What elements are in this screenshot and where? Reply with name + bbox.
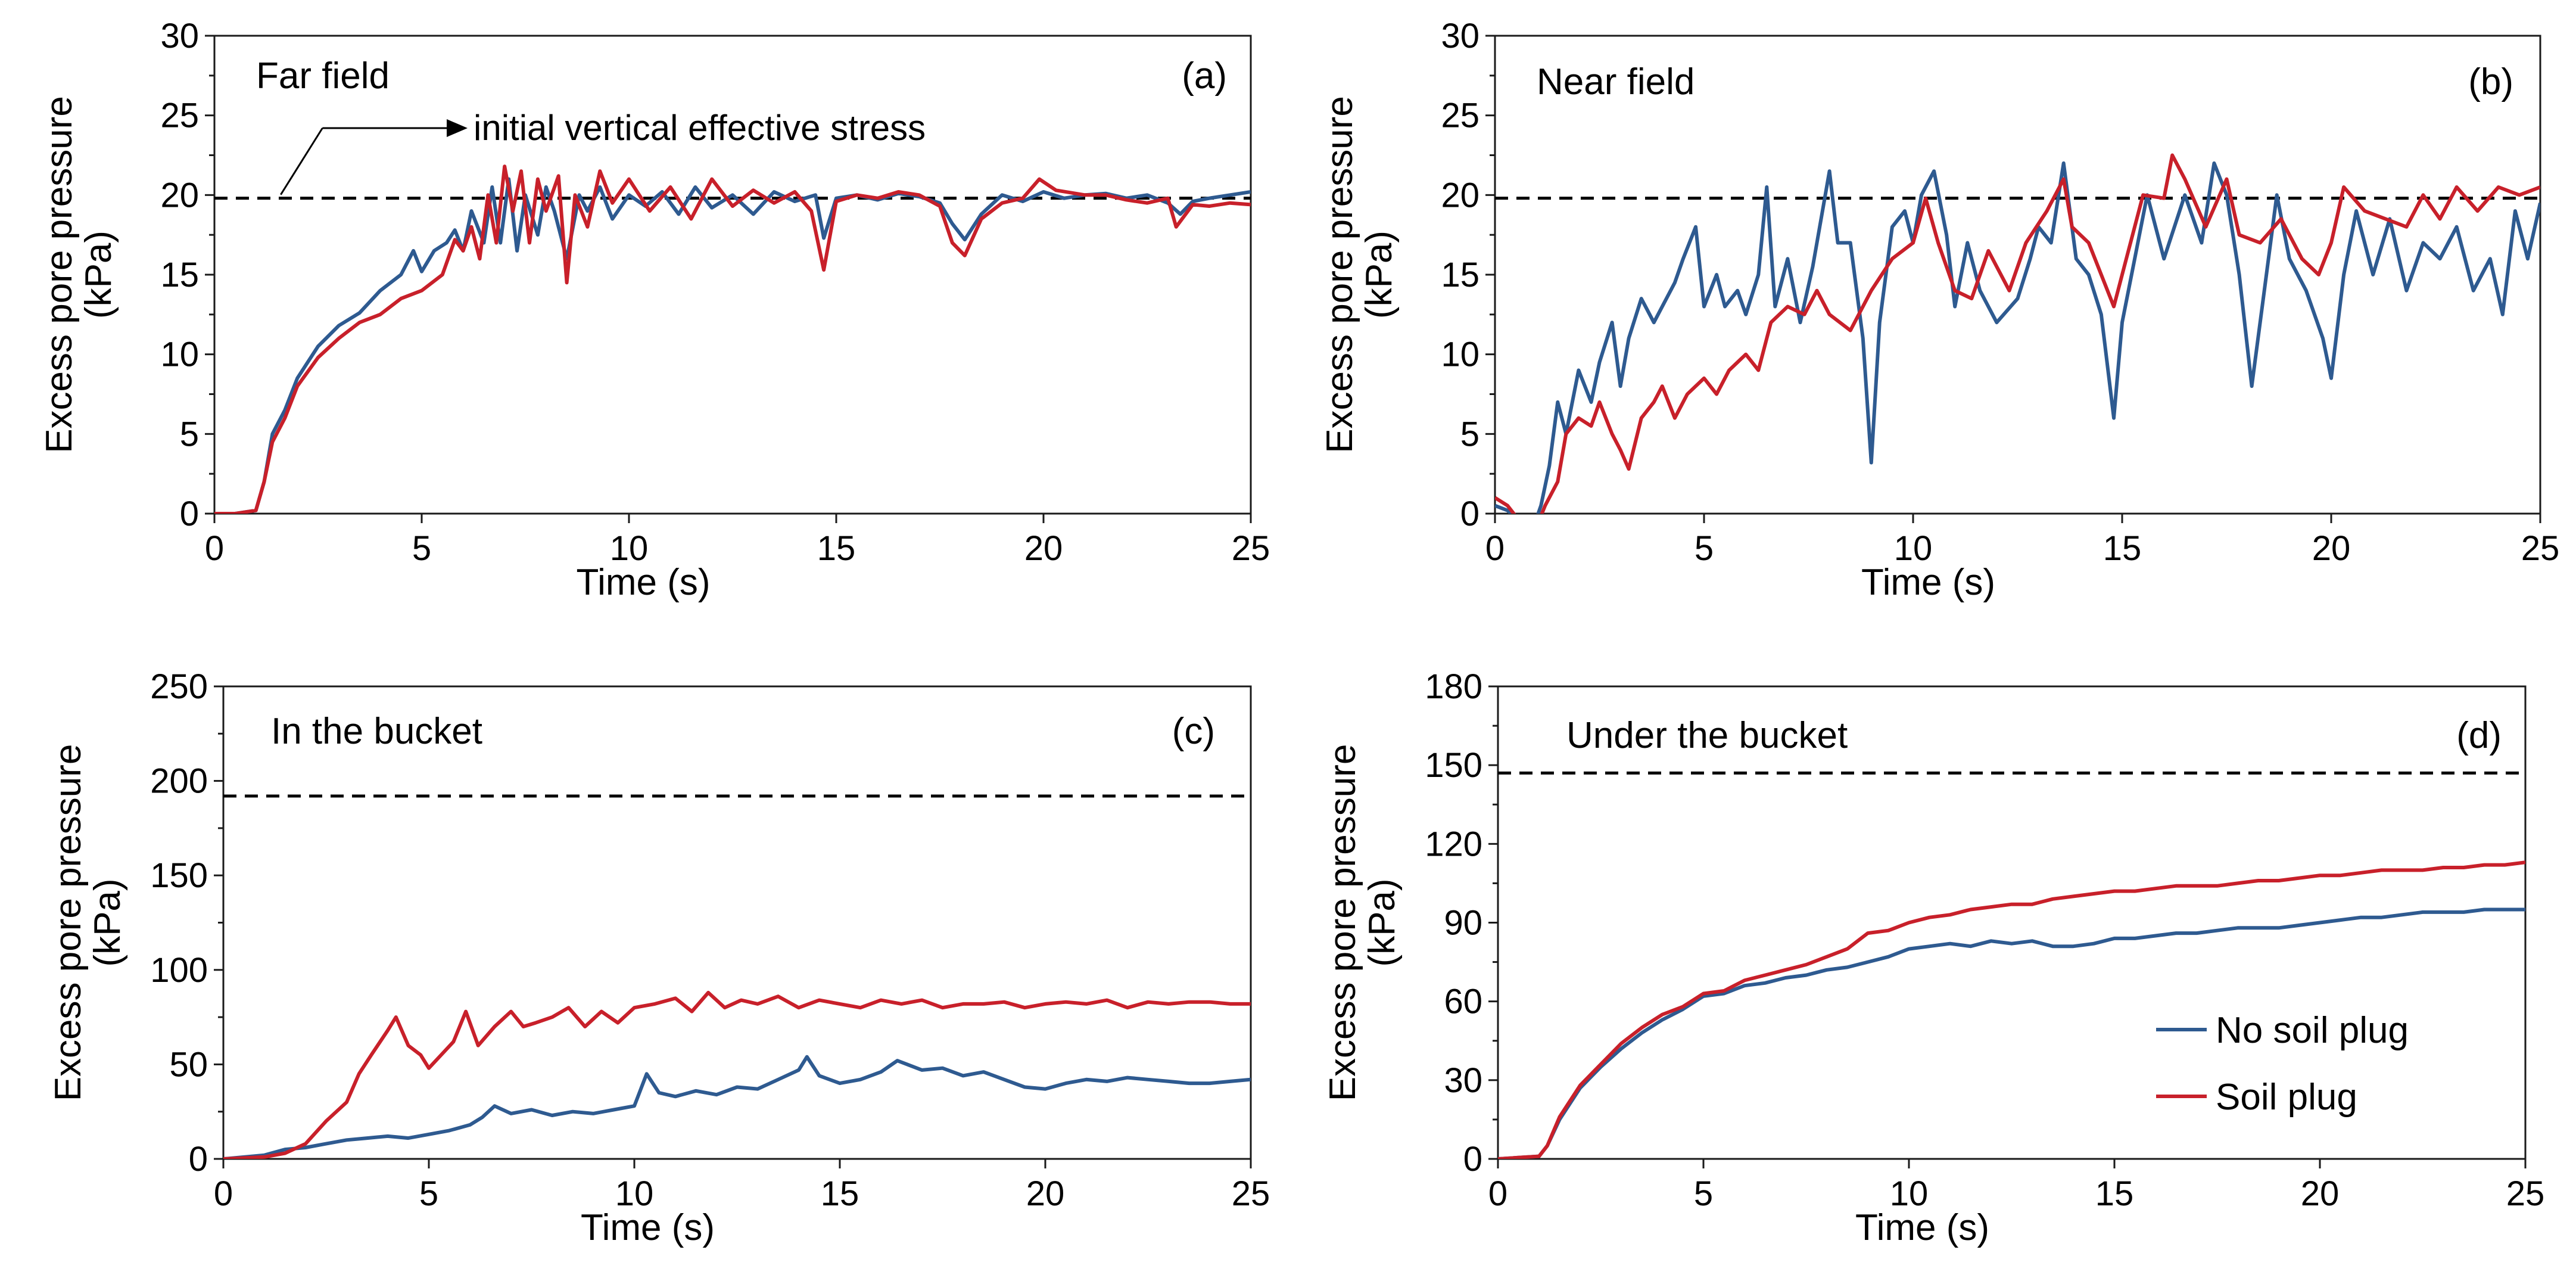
y-tick-label: 20: [160, 176, 199, 214]
series-line-no-soil-plug: [1495, 161, 2540, 514]
y-tick-label: 100: [150, 951, 208, 990]
y-tick-label: 150: [150, 856, 208, 895]
x-axis-title: Time (s): [1855, 1207, 1989, 1248]
x-tick-label: 0: [205, 529, 224, 568]
y-tick-label: 10: [160, 335, 199, 374]
panel-letter: (a): [1182, 55, 1227, 97]
y-tick-label: 25: [160, 97, 199, 135]
x-tick-label: 20: [1026, 1174, 1065, 1213]
x-tick-label: 20: [2301, 1174, 2340, 1213]
x-tick-label: 15: [2103, 529, 2142, 568]
annotation-arrowhead: [447, 119, 468, 137]
annotation-text: initial vertical effective stress: [474, 108, 926, 148]
y-axis-title-line2: (kPa): [78, 231, 119, 319]
x-tick-label: 5: [1694, 1174, 1713, 1213]
x-axis-title: Time (s): [1861, 562, 1995, 603]
plot-frame: [1497, 685, 2527, 1160]
y-tick-label: 5: [1460, 415, 1479, 453]
panel-b: 0 5 10 15 20 25 30 0 5 10 15 20 25 Time (s) Excess por…: [1319, 17, 2559, 603]
series-line-no-soil-plug: [223, 1055, 1251, 1159]
series-line-soil-plug: [1495, 153, 2540, 514]
x-tick-label: 5: [419, 1174, 438, 1213]
series-line-soil-plug: [1498, 860, 2525, 1159]
y-axis-title-line2: (kPa): [1362, 878, 1403, 966]
panel-c: 0 50 100 150 200 250 0 5 10 15 20 25 Time (s) Excess …: [48, 667, 1270, 1248]
series-line-no-soil-plug: [1498, 907, 2525, 1159]
y-tick-label: 0: [180, 495, 199, 533]
x-tick-label: 20: [1024, 529, 1063, 568]
x-tick-label: 5: [412, 529, 431, 568]
annotation-leader: [280, 128, 323, 195]
x-tick-label: 20: [2312, 529, 2351, 568]
y-tick-label: 120: [1425, 825, 1482, 863]
legend: No soil plug Soil plug: [2156, 1010, 2409, 1118]
panel-letter: (c): [1172, 711, 1215, 752]
x-tick-label: 0: [1485, 529, 1505, 568]
y-tick-label: 200: [150, 762, 208, 801]
x-tick-label: 25: [1232, 1174, 1270, 1213]
legend-label: No soil plug: [2216, 1010, 2409, 1051]
y-axis-title-line2: (kPa): [87, 878, 128, 966]
series-line-no-soil-plug: [214, 177, 1251, 514]
y-axis-title: Excess pore pressure(kPa): [1322, 744, 1403, 1102]
y-tick-label: 0: [189, 1140, 208, 1179]
x-tick-label: 15: [2095, 1174, 2134, 1213]
x-tick-label: 10: [610, 529, 649, 568]
y-tick-label: 30: [160, 17, 199, 55]
y-tick-label: 15: [1441, 256, 1479, 294]
x-tick-label: 0: [214, 1174, 233, 1213]
y-axis-title-line1: Excess pore pressure: [1319, 96, 1360, 453]
x-tick-label: 10: [615, 1174, 654, 1213]
legend-label: Soil plug: [2216, 1077, 2357, 1118]
y-axis-title-line1: Excess pore pressure: [39, 96, 80, 453]
x-tick-label: 5: [1695, 529, 1714, 568]
y-tick-label: 50: [169, 1045, 208, 1084]
y-tick-label: 60: [1444, 983, 1482, 1021]
x-tick-label: 25: [2506, 1174, 2545, 1213]
y-axis-title: Excess pore pressure(kPa): [39, 96, 119, 453]
y-axis-title: Excess pore pressure(kPa): [1319, 96, 1400, 453]
panel-title: Far field: [256, 55, 390, 97]
y-tick-label: 10: [1441, 335, 1479, 374]
y-axis-title-line1: Excess pore pressure: [48, 744, 89, 1102]
x-tick-label: 15: [817, 529, 856, 568]
y-tick-label: 5: [180, 415, 199, 453]
y-tick-label: 180: [1425, 667, 1482, 706]
panel-title: Under the bucket: [1566, 715, 1848, 756]
x-axis-title: Time (s): [577, 562, 711, 603]
panel-letter: (d): [2456, 715, 2502, 756]
y-tick-label: 30: [1444, 1061, 1482, 1100]
y-tick-label: 0: [1460, 495, 1479, 533]
x-tick-label: 15: [821, 1174, 859, 1213]
x-tick-label: 10: [1890, 1174, 1929, 1213]
y-tick-label: 15: [160, 256, 199, 294]
plot-frame: [1494, 35, 2541, 515]
y-tick-label: 150: [1425, 746, 1482, 785]
panel-title: Near field: [1537, 61, 1695, 102]
y-tick-label: 90: [1444, 904, 1482, 943]
x-tick-label: 25: [1232, 529, 1270, 568]
y-tick-label: 250: [150, 667, 208, 706]
x-axis-title: Time (s): [581, 1207, 715, 1248]
panel-a: 0 5 10 15 20 25 30 0 5 10 15 20 25 Time (s) Excess por…: [39, 17, 1270, 603]
y-axis-title: Excess pore pressure(kPa): [48, 744, 128, 1102]
y-tick-label: 25: [1441, 97, 1479, 135]
y-tick-label: 20: [1441, 176, 1479, 214]
panel-letter: (b): [2468, 61, 2513, 102]
series-line-soil-plug: [214, 164, 1251, 514]
panel-d: 0 30 60 90 120 150 180 0 5 10 15 20 25 Time (s) Excess…: [1322, 667, 2544, 1248]
y-tick-label: 0: [1463, 1140, 1482, 1179]
y-axis-title-line1: Excess pore pressure: [1322, 744, 1363, 1102]
x-tick-label: 0: [1488, 1174, 1507, 1213]
x-tick-label: 10: [1894, 529, 1933, 568]
y-tick-label: 30: [1441, 17, 1479, 55]
panel-title: In the bucket: [271, 711, 482, 752]
x-tick-label: 25: [2521, 529, 2560, 568]
y-axis-title-line2: (kPa): [1359, 231, 1400, 319]
series-line-soil-plug: [223, 990, 1251, 1159]
